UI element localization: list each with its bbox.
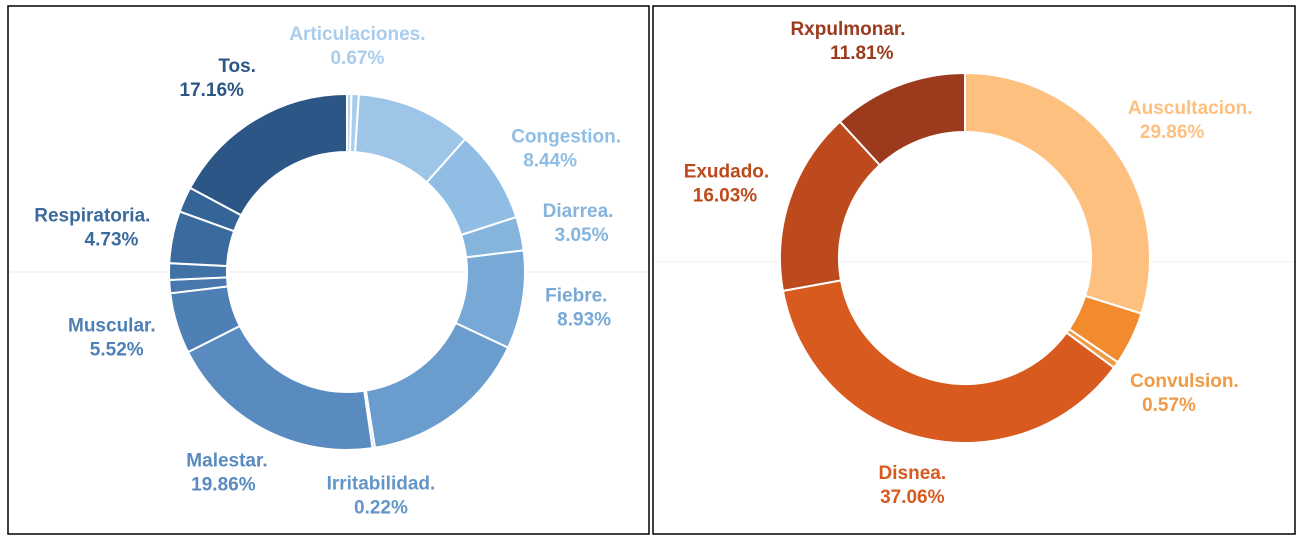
segment-label: Congestion. xyxy=(511,126,621,147)
donut-segment xyxy=(188,92,348,217)
donut-segment xyxy=(838,71,966,167)
segment-value: 29.86% xyxy=(1140,122,1205,143)
segment-value: 16.03% xyxy=(693,186,758,207)
segment-label: Muscular. xyxy=(68,315,156,336)
donut-segment xyxy=(964,71,1151,315)
segment-label: Exudado. xyxy=(684,162,770,183)
segment-label: Diarrea. xyxy=(543,201,614,222)
segment-value: 19.86% xyxy=(191,474,256,495)
segment-value: 0.67% xyxy=(330,48,384,69)
segment-value: 4.73% xyxy=(85,229,139,250)
segment-value: 8.44% xyxy=(523,150,577,171)
left-panel xyxy=(7,5,650,535)
segment-label: Tos. xyxy=(218,56,256,77)
segment-label: Articulaciones. xyxy=(289,24,425,45)
segment-value: 0.22% xyxy=(354,497,408,518)
segment-value: 37.06% xyxy=(880,487,945,508)
segment-value: 11.81% xyxy=(830,43,893,64)
segment-label: Malestar. xyxy=(186,450,267,471)
segment-label: Auscultacion. xyxy=(1128,98,1253,119)
segment-value: 17.16% xyxy=(180,80,245,101)
segment-value: 3.05% xyxy=(555,225,609,246)
segment-label: Fiebre. xyxy=(545,286,607,307)
segment-label: Rxpulmonar. xyxy=(790,19,905,40)
segment-value: 8.93% xyxy=(557,310,611,331)
segment-label: Irritabilidad. xyxy=(327,473,436,494)
donut-segment xyxy=(781,279,1116,444)
segment-value: 5.52% xyxy=(90,339,144,360)
segment-label: Convulsion. xyxy=(1130,371,1239,392)
segment-label: Respiratoria. xyxy=(34,205,150,226)
segment-value: 0.57% xyxy=(1142,395,1196,416)
segment-label: Disnea. xyxy=(879,463,947,484)
